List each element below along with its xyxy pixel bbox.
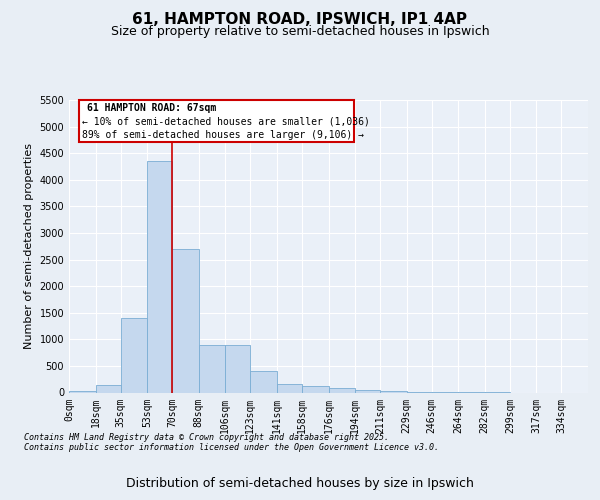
Bar (250, 371, 277, 392)
Bar (380, 391, 407, 392)
Bar (329, 388, 355, 392)
Bar (277, 384, 302, 392)
Bar (225, 344, 250, 393)
Text: ← 10% of semi-detached houses are smaller (1,036): ← 10% of semi-detached houses are smalle… (82, 116, 370, 126)
Bar (121, 318, 147, 392)
Bar (302, 386, 329, 392)
Text: 61, HAMPTON ROAD, IPSWICH, IP1 4AP: 61, HAMPTON ROAD, IPSWICH, IP1 4AP (133, 12, 467, 28)
Text: Contains HM Land Registry data © Crown copyright and database right 2025.: Contains HM Land Registry data © Crown c… (24, 434, 389, 442)
Bar (95, 384, 121, 392)
Text: Distribution of semi-detached houses by size in Ipswich: Distribution of semi-detached houses by … (126, 477, 474, 490)
Text: Contains public sector information licensed under the Open Government Licence v3: Contains public sector information licen… (24, 444, 439, 452)
Bar (147, 161, 172, 392)
FancyBboxPatch shape (79, 100, 355, 142)
Text: Size of property relative to semi-detached houses in Ipswich: Size of property relative to semi-detach… (110, 25, 490, 38)
Bar (199, 344, 225, 393)
Bar (172, 249, 199, 392)
Text: 89% of semi-detached houses are larger (9,106) →: 89% of semi-detached houses are larger (… (82, 130, 364, 140)
Bar (69, 391, 95, 392)
Text: 61 HAMPTON ROAD: 67sqm: 61 HAMPTON ROAD: 67sqm (87, 103, 217, 113)
Y-axis label: Number of semi-detached properties: Number of semi-detached properties (24, 143, 34, 350)
Bar (355, 390, 380, 392)
